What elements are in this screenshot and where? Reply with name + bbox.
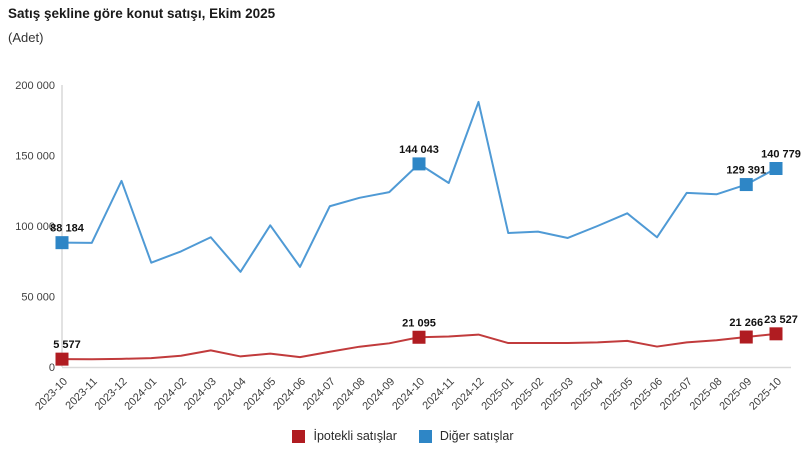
y-tick-label: 200 000: [15, 80, 55, 92]
y-tick-label: 100 000: [15, 221, 55, 233]
chart-legend: İpotekli satışlar Diğer satışlar: [0, 429, 806, 443]
data-point-marker: [55, 352, 69, 366]
data-point-marker: [769, 162, 783, 176]
data-point-marker: [739, 178, 753, 192]
series-line: [61, 100, 777, 273]
data-point-label: 21 266: [729, 317, 763, 329]
data-point-label: 5 577: [53, 339, 81, 351]
x-tick-label: 2024-10: [390, 376, 427, 413]
data-point-marker: [412, 330, 426, 344]
data-point-label: 140 779: [761, 149, 801, 161]
data-point-marker: [769, 327, 783, 341]
data-point-label: 21 095: [402, 317, 436, 329]
legend-label-diger: Diğer satışlar: [439, 429, 514, 443]
x-tick-label: 2025-10: [747, 376, 784, 413]
chart-unit-label: (Adet): [8, 30, 44, 45]
x-tick-label: 2023-10: [33, 376, 70, 413]
legend-item-diger: Diğer satışlar: [418, 429, 514, 443]
y-tick-label: 50 000: [21, 292, 55, 304]
y-tick-label: 150 000: [15, 151, 55, 163]
data-point-marker: [412, 157, 426, 171]
legend-swatch-diger-icon: [418, 429, 432, 443]
data-point-label: 129 391: [726, 165, 766, 177]
legend-swatch-ipotekli-icon: [292, 429, 306, 443]
chart-title: Satış şekline göre konut satışı, Ekim 20…: [8, 6, 276, 21]
y-tick-label: 0: [49, 362, 55, 374]
legend-label-ipotekli: İpotekli satışlar: [313, 429, 397, 443]
legend-item-ipotekli: İpotekli satışlar: [292, 429, 397, 443]
data-point-marker: [739, 330, 753, 344]
data-point-label: 144 043: [399, 144, 439, 156]
data-point-marker: [55, 236, 69, 250]
data-point-label: 88 184: [50, 223, 85, 235]
data-point-label: 23 527: [764, 314, 798, 326]
